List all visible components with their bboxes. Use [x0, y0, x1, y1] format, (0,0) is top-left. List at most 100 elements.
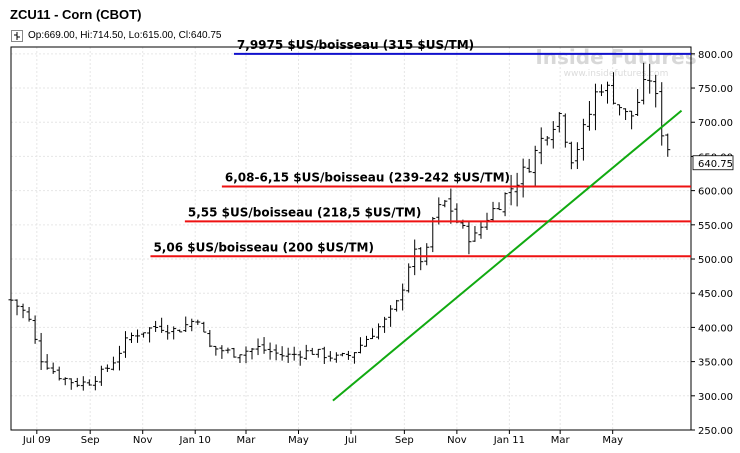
ohlc-bar: [279, 346, 285, 361]
ohlc-bar: [116, 345, 122, 371]
ohlc-bar: [80, 376, 86, 391]
ohlc-bar: [8, 298, 14, 303]
ohlc-bar: [412, 239, 418, 276]
ohlc-bar: [592, 83, 598, 131]
ohlc-bar: [303, 344, 309, 360]
price-levels: 7,9975 $US/boisseau (315 $US/TM) 6,08-6,1…: [150, 38, 691, 258]
x-axis: Jul 09 Sep Nov Jan 10 Mar May Jul Sep Nov Jan 11 M…: [22, 430, 623, 446]
ohlc-bar: [514, 172, 520, 207]
ohlc-bar: [183, 316, 189, 333]
ohlc-bar: [309, 347, 315, 355]
last-price-group: 640.75: [692, 155, 734, 171]
x-tick-label: May: [288, 435, 309, 446]
ohlc-bar: [177, 329, 183, 333]
ohlc-bar: [490, 201, 496, 221]
ohlc-bar: [406, 263, 412, 293]
y-tick-label: 500.00: [698, 255, 733, 266]
ohlc-bar: [135, 329, 141, 343]
ohlc-bar: [165, 324, 171, 340]
ohlc-bar: [466, 221, 472, 255]
level-label: 5,55 $US/boisseau (218,5 $US/TM): [188, 205, 421, 219]
x-tick-label: May: [602, 435, 623, 446]
ohlc-bar: [641, 62, 647, 105]
ohlc-bar: [26, 307, 32, 322]
grid: [11, 47, 691, 431]
ohlc-bar: [635, 89, 641, 116]
ohlc-bar: [159, 317, 165, 333]
ohlc-bar: [357, 337, 363, 354]
ohlc-bar: [98, 365, 104, 386]
ohlc-bar: [327, 351, 333, 362]
ohlc-bar: [472, 226, 478, 242]
chart-title: ZCU11 - Corn (CBOT): [10, 7, 142, 22]
y-tick-label: 600.00: [698, 187, 733, 198]
y-tick-label: 300.00: [698, 392, 733, 403]
x-tick-label: Sep: [81, 435, 100, 446]
ohlc-bar: [44, 354, 50, 370]
ohlc-bar: [617, 104, 623, 116]
last-price-box: [692, 155, 734, 171]
ohlc-bar: [189, 318, 195, 332]
ohlc-bar: [568, 141, 574, 170]
ohlc-bar: [556, 112, 562, 133]
ohlc-bar: [388, 305, 394, 327]
ohlc-bar: [659, 82, 665, 146]
x-tick-label: Jul 09: [22, 435, 51, 446]
ohlc-bar: [129, 332, 135, 343]
y-axis: 800.00750.00700.00650.00600.00550.00500.…: [691, 50, 733, 437]
y-tick-label: 400.00: [698, 323, 733, 334]
ohlc-bar: [339, 352, 345, 357]
y-tick-label: 800.00: [698, 50, 733, 61]
ohlc-bar: [653, 74, 659, 108]
ohlc-bar: [647, 63, 653, 94]
ohlc-bar: [213, 345, 219, 356]
ohlc-bar: [14, 299, 20, 316]
ohlc-bar: [580, 118, 586, 161]
x-tick-label: Nov: [447, 435, 467, 446]
ohlc-bar: [574, 142, 580, 170]
ohlc-bar: [20, 303, 26, 319]
y-tick-label: 750.00: [698, 84, 733, 95]
level-label: 7,9975 $US/boisseau (315 $US/TM): [237, 38, 474, 52]
watermark-brand: Inside Futures: [535, 45, 696, 69]
ohlc-bar: [442, 199, 448, 208]
y-tick-label: 350.00: [698, 358, 733, 369]
ohlc-bar: [38, 332, 44, 370]
ohlc-bar: [544, 135, 550, 146]
ohlc-bar: [249, 347, 255, 360]
ohlc-bar: [351, 352, 357, 364]
ohlc-bar: [237, 354, 243, 363]
ohlc-bar: [207, 329, 213, 348]
ohlc-bar: [147, 327, 153, 343]
ohlc-bar: [267, 342, 273, 360]
y-tick-label: 250.00: [698, 426, 733, 437]
ohlc-bar: [478, 220, 484, 239]
ohlc-bar: [611, 72, 617, 105]
ohlc-bar: [273, 344, 279, 361]
ohlc-bar: [502, 192, 508, 217]
ohlc-bar: [363, 335, 369, 347]
ohlc-bar: [285, 347, 291, 363]
level-label: 6,08-6,15 $US/boisseau (239-242 $US/TM): [225, 171, 510, 185]
ohlc-bar: [225, 347, 231, 354]
ohlc-bar: [50, 362, 56, 374]
ohlc-bar: [315, 348, 321, 358]
price-bars: [8, 62, 671, 391]
ohlc-bar: [598, 84, 604, 97]
ohlc-bar: [538, 127, 544, 165]
y-tick-label: 700.00: [698, 118, 733, 129]
ohlc-bar: [605, 81, 611, 104]
ohlc-bar: [231, 347, 237, 358]
ohlc-bar: [243, 346, 249, 364]
ohlc-bar: [454, 203, 460, 224]
ohlc-bar: [110, 356, 116, 371]
x-tick-label: Jan 11: [493, 435, 525, 446]
ohlc-bar: [562, 113, 568, 148]
x-tick-label: Jul: [344, 435, 357, 446]
ohlc-bar: [345, 350, 351, 360]
x-tick-label: Nov: [133, 435, 153, 446]
ohlc-bar: [219, 345, 225, 359]
ohlc-icon: [11, 30, 23, 42]
watermark-url: www.insidefutures.com: [564, 69, 669, 79]
